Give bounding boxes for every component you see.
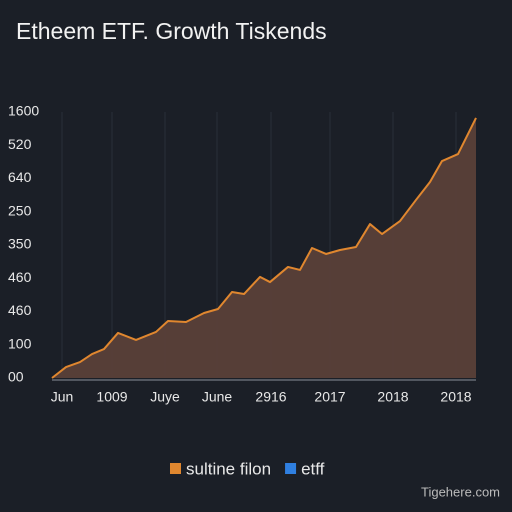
y-tick-label: 640 <box>8 169 32 185</box>
x-tick-label: June <box>202 389 233 405</box>
y-tick-label: 520 <box>8 136 32 152</box>
x-tick-label: 2017 <box>314 389 345 405</box>
y-tick-label: 1600 <box>8 103 39 119</box>
x-tick-label: 1009 <box>96 389 127 405</box>
watermark: Tigehere.com <box>421 484 500 499</box>
x-tick-label: Juye <box>150 389 180 405</box>
line <box>51 117 477 379</box>
legend-swatch <box>170 463 181 474</box>
legend-label: sultine filon <box>186 459 271 478</box>
area <box>52 117 476 379</box>
x-tick-label: 2018 <box>377 389 408 405</box>
y-tick-label: 460 <box>8 302 32 318</box>
y-tick-label: 100 <box>8 335 32 351</box>
y-tick-label: 00 <box>8 369 24 385</box>
y-tick-label: 460 <box>8 269 32 285</box>
x-tick-label: 2018 <box>440 389 471 405</box>
legend-swatch <box>285 463 297 474</box>
chart-title: Etheem ETF. Growth Tiskends <box>16 18 327 44</box>
y-tick-label: 350 <box>8 236 32 252</box>
x-tick-label: 2916 <box>255 389 286 405</box>
y-tick-label: 250 <box>8 202 32 218</box>
x-tick-label: Jun <box>51 389 74 405</box>
legend-label: etff <box>301 459 325 478</box>
